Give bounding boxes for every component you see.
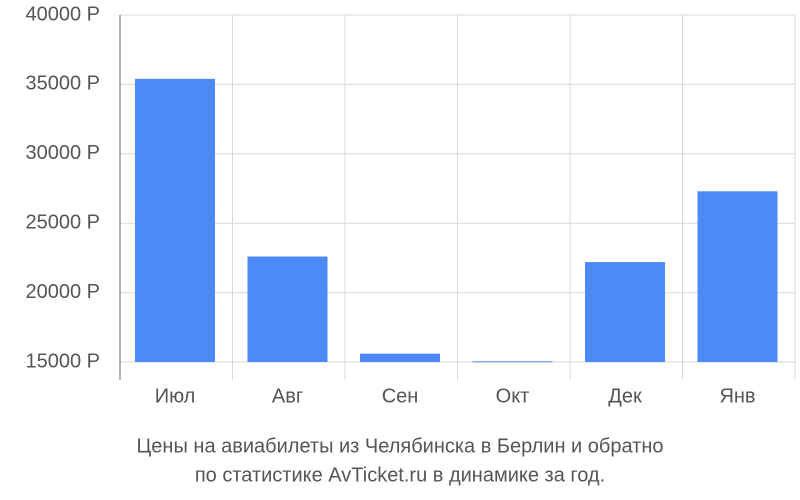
y-tick-label: 25000 Р: [25, 211, 100, 233]
y-tick-label: 15000 Р: [25, 350, 100, 372]
x-tick-label: Окт: [496, 385, 530, 407]
bar: [247, 256, 328, 362]
chart-title: Цены на авиабилеты из Челябинска в Берли…: [137, 435, 664, 457]
x-tick-label: Июл: [155, 385, 196, 407]
x-tick-label: Авг: [272, 385, 303, 407]
x-tick-label: Дек: [608, 385, 642, 407]
bar: [135, 78, 215, 363]
y-tick-label: 40000 Р: [25, 3, 100, 25]
bar: [697, 191, 778, 362]
bar: [585, 262, 665, 362]
y-tick-label: 35000 Р: [25, 73, 100, 95]
y-tick-label: 20000 Р: [25, 281, 100, 303]
bar: [360, 353, 440, 362]
x-tick-label: Сен: [382, 385, 419, 407]
y-tick-label: 30000 Р: [25, 142, 100, 164]
chart-subtitle: по статистике AvTicket.ru в динамике за …: [195, 464, 605, 486]
bar: [472, 361, 553, 363]
x-tick-label: Янв: [719, 385, 755, 407]
